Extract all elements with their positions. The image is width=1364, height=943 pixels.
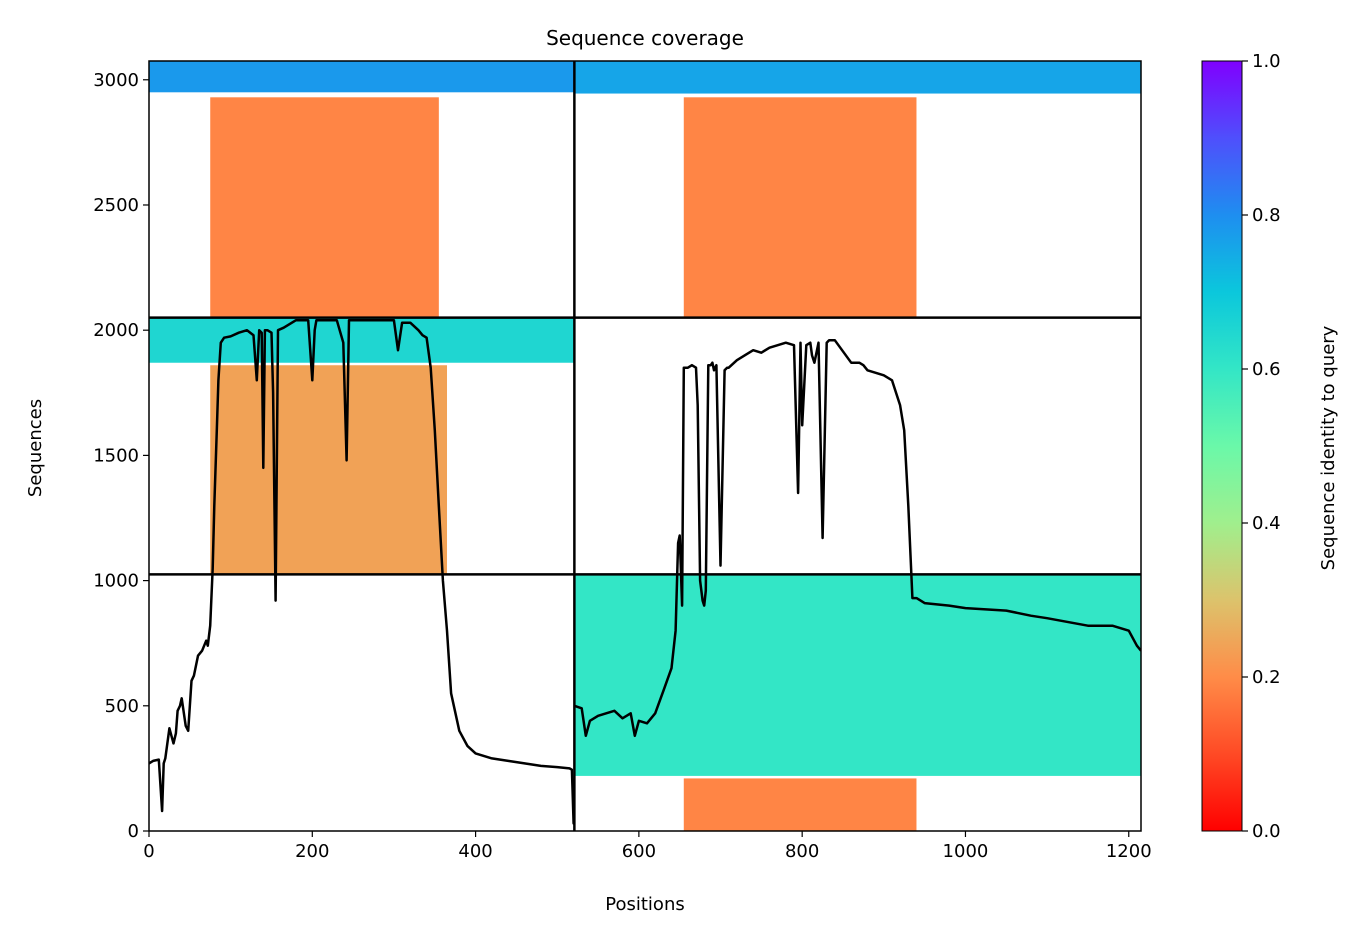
heatmap-block-chain1-main bbox=[210, 97, 439, 318]
colorbar-tick-label-0.6: 0.6 bbox=[1252, 359, 1281, 380]
x-tick-label-1000: 1000 bbox=[943, 841, 989, 862]
colorbar-tick-label-0.0: 0.0 bbox=[1252, 821, 1281, 842]
plot-frame bbox=[148, 60, 1142, 832]
colorbar-tick-label-0.2: 0.2 bbox=[1252, 667, 1281, 688]
coverage-lines bbox=[149, 318, 1141, 825]
heatmap-block-chain3-main bbox=[210, 365, 448, 575]
heatmap-block-chain3-query-cluster bbox=[149, 317, 575, 363]
colorbar bbox=[1201, 60, 1243, 832]
colorbar-label: Sequence identity to query bbox=[1318, 325, 1339, 570]
y-tick-label-1500: 1500 bbox=[93, 445, 139, 466]
y-tick-label-3000: 3000 bbox=[93, 70, 139, 91]
x-tick-label-0: 0 bbox=[143, 841, 154, 862]
colorbar-ticks: 0.0 0.2 0.4 0.6 0.8 1.0 bbox=[1242, 51, 1281, 842]
colorbar-tick-label-1.0: 1.0 bbox=[1252, 51, 1281, 72]
heatmap-block-chain3-tail bbox=[683, 778, 917, 831]
colorbar-tick-label-0.8: 0.8 bbox=[1252, 205, 1281, 226]
y-tick-label-500: 500 bbox=[105, 696, 139, 717]
x-axis-label: Positions bbox=[605, 894, 684, 915]
y-tick-label-2500: 2500 bbox=[93, 195, 139, 216]
heatmap-block-chain1-query-cluster bbox=[149, 61, 575, 93]
y-tick-label-2000: 2000 bbox=[93, 320, 139, 341]
chart-title: Sequence coverage bbox=[546, 26, 744, 50]
coverage-line-1 bbox=[573, 338, 1141, 738]
x-tick-label-600: 600 bbox=[622, 841, 656, 862]
heatmap-block-chain3-ext-cluster bbox=[574, 574, 1141, 776]
x-tick-label-200: 200 bbox=[295, 841, 329, 862]
x-axis: 0 200 400 600 800 1000 1200 bbox=[143, 831, 1152, 862]
chain-boundaries bbox=[149, 61, 1141, 831]
y-axis-label: Sequences bbox=[25, 399, 46, 497]
x-tick-label-400: 400 bbox=[458, 841, 492, 862]
heatmap-block-chain2-query-cluster bbox=[574, 61, 1141, 94]
y-tick-label-1000: 1000 bbox=[93, 571, 139, 592]
y-tick-label-0: 0 bbox=[128, 821, 139, 842]
x-tick-label-1200: 1200 bbox=[1106, 841, 1152, 862]
heatmap-blocks bbox=[149, 61, 1141, 831]
x-tick-label-800: 800 bbox=[785, 841, 819, 862]
y-axis: 0 500 1000 1500 2000 2500 3000 bbox=[93, 70, 149, 842]
heatmap-block-chain2-main bbox=[683, 97, 917, 318]
coverage-line-0 bbox=[149, 318, 575, 825]
colorbar-tick-label-0.4: 0.4 bbox=[1252, 513, 1281, 534]
